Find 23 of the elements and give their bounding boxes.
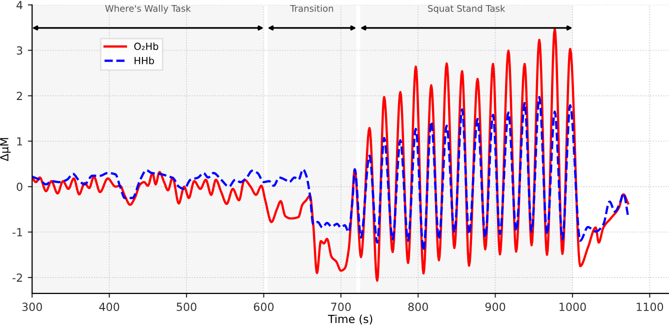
x-tick-label: 1100 (636, 302, 664, 312)
band-label: Where's Wally Task (105, 4, 191, 14)
x-tick-label: 1000 (560, 302, 586, 312)
x-tick-label: 700 (331, 302, 351, 312)
y-tick-label: 3 (16, 46, 22, 55)
x-tick-label: 800 (408, 302, 428, 312)
x-tick-label: 500 (176, 302, 196, 312)
y-tick-label: -1 (12, 228, 22, 236)
y-tick-label: 2 (16, 92, 22, 100)
band-label: Squat Stand Task (428, 4, 506, 14)
y-tick-label: -2 (12, 273, 22, 282)
x-tick-label: 900 (485, 302, 506, 312)
y-tick-label: 1 (17, 137, 22, 146)
y-tick-label: 0 (16, 182, 22, 192)
x-tick-label: 300 (22, 302, 42, 312)
x-tick-label: 400 (99, 302, 120, 312)
legend-label: HHb (134, 56, 154, 64)
x-axis-title: Time (s) (328, 314, 372, 324)
x-tick-label: 600 (254, 302, 274, 312)
y-axis-title: ΔμM (0, 138, 11, 162)
legend-label: O₂Hb (134, 42, 158, 50)
y-tick-label: 4 (16, 1, 22, 10)
band-label: Transition (290, 4, 334, 12)
